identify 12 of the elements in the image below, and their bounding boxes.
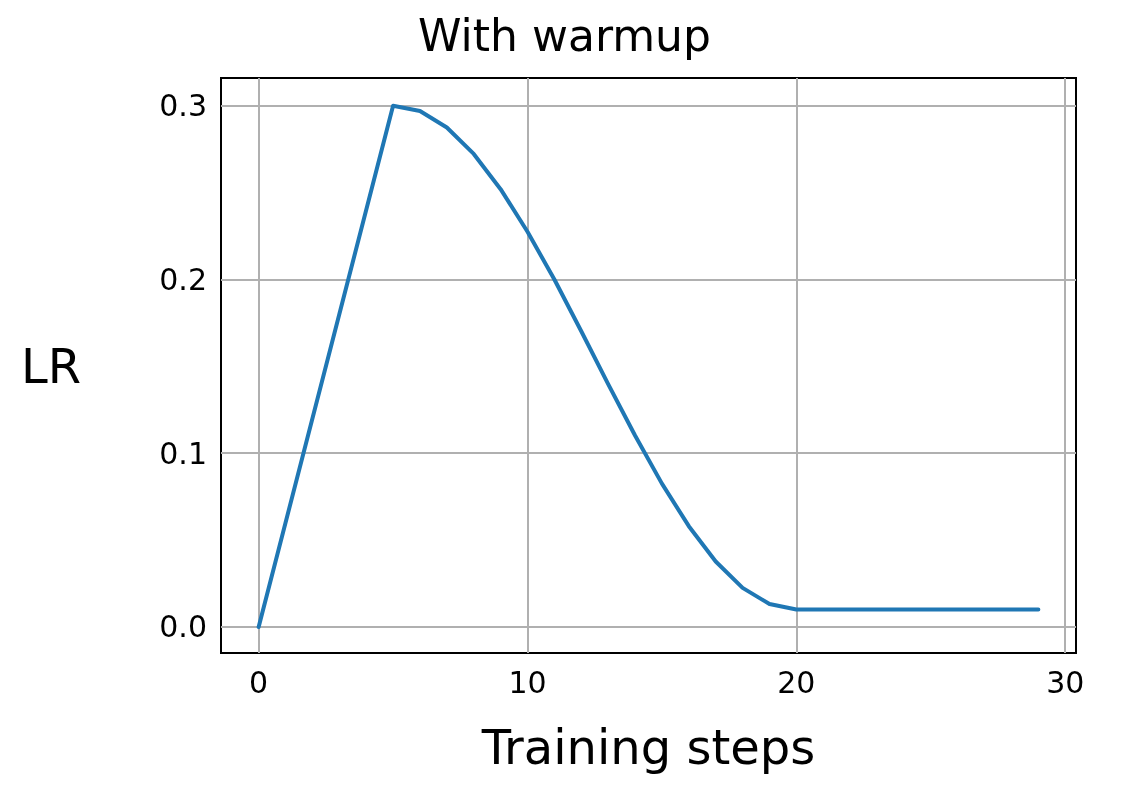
x-tick-label: 30 (1046, 664, 1085, 700)
y-axis-title: LR (20, 337, 81, 394)
x-axis-title: Training steps (480, 719, 816, 775)
chart-title: With warmup (418, 9, 711, 61)
y-tick-label: 0.1 (159, 435, 207, 471)
x-tick-label: 20 (777, 664, 816, 700)
y-tick-label: 0.3 (159, 88, 207, 124)
y-tick-label: 0.0 (159, 609, 207, 645)
x-tick-label: 0 (249, 664, 269, 700)
x-tick-label: 10 (508, 664, 547, 700)
line-series (256, 103, 1041, 629)
y-tick-label: 0.2 (159, 262, 207, 298)
